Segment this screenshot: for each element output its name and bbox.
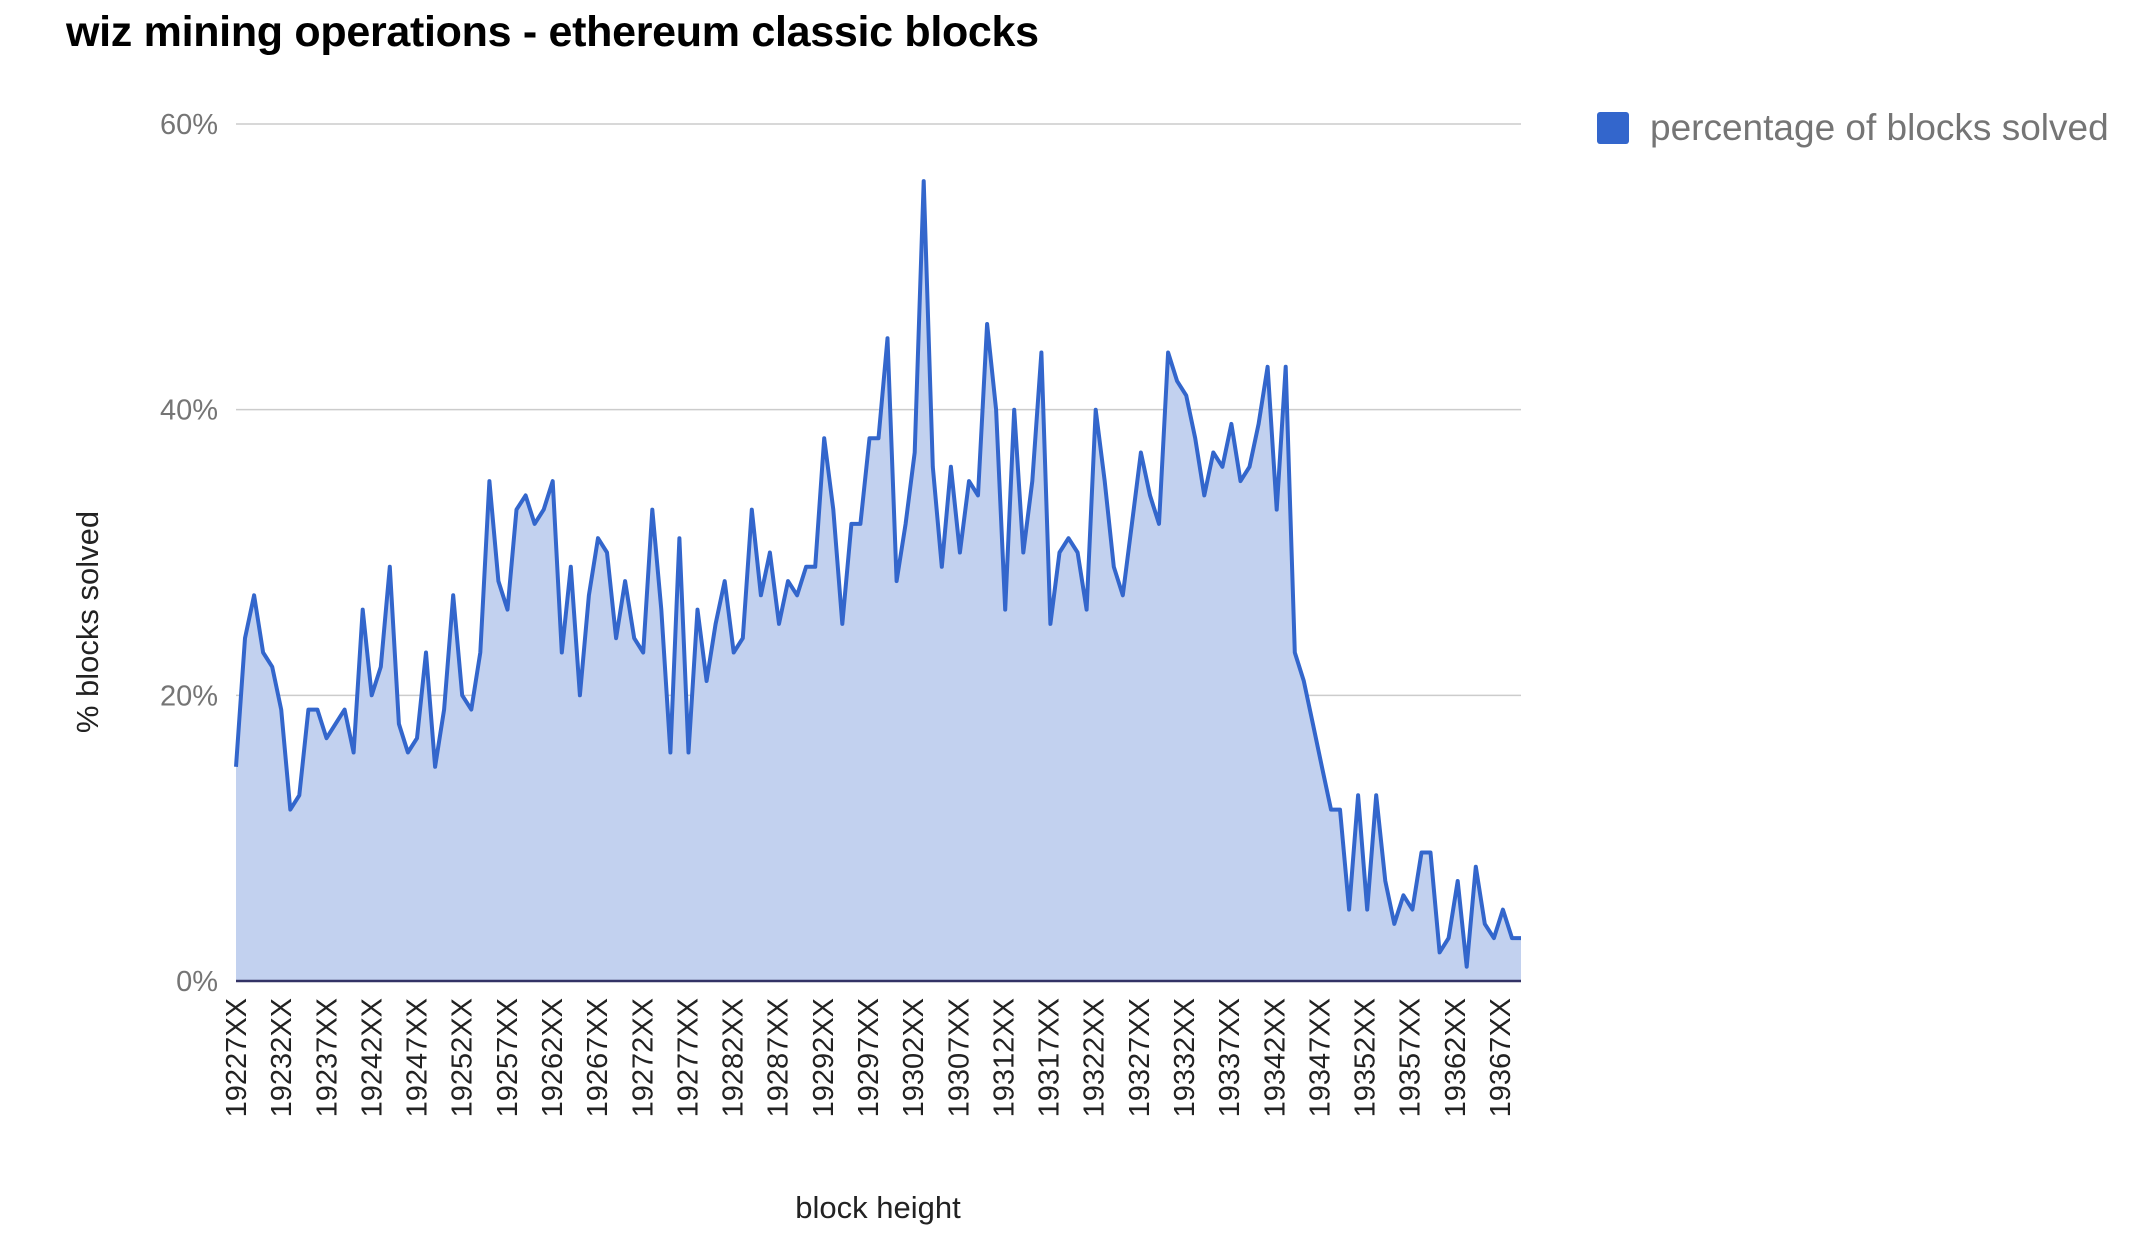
y-axis-ticks: 0% 20% 40% 60% — [160, 109, 218, 998]
x-tick-label: 19347XX — [1304, 998, 1336, 1117]
x-tick-label: 19332XX — [1169, 998, 1201, 1117]
x-tick-label: 19252XX — [447, 998, 479, 1117]
y-tick-label: 0% — [176, 966, 218, 998]
x-tick-label: 19337XX — [1214, 998, 1246, 1117]
x-tick-label: 19242XX — [356, 998, 388, 1117]
series-line — [234, 179, 1521, 969]
series-layer — [234, 179, 1521, 983]
x-tick-label: 19277XX — [672, 998, 704, 1117]
x-tick-label: 19282XX — [718, 998, 750, 1117]
x-tick-label: 19322XX — [1079, 998, 1111, 1117]
y-axis-label: % blocks solved — [70, 511, 105, 733]
x-tick-label: 19267XX — [582, 998, 614, 1117]
x-tick-label: 19342XX — [1259, 998, 1291, 1117]
x-tick-label: 19237XX — [311, 998, 343, 1117]
x-tick-label: 19307XX — [943, 998, 975, 1117]
x-tick-label: 19227XX — [221, 998, 253, 1117]
x-axis-label: block height — [795, 1190, 961, 1225]
x-tick-label: 19317XX — [1034, 998, 1066, 1117]
x-tick-label: 19357XX — [1395, 998, 1427, 1117]
x-tick-label: 19312XX — [988, 998, 1020, 1117]
legend-swatch — [1597, 112, 1629, 144]
x-tick-label: 19327XX — [1124, 998, 1156, 1117]
legend-label: percentage of blocks solved — [1650, 107, 2109, 148]
x-tick-label: 19232XX — [266, 998, 298, 1117]
x-tick-label: 19302XX — [898, 998, 930, 1117]
x-tick-label: 19352XX — [1350, 998, 1382, 1117]
y-tick-label: 20% — [160, 680, 218, 712]
x-tick-label: 19362XX — [1440, 998, 1472, 1117]
y-tick-label: 60% — [160, 109, 218, 141]
x-tick-label: 19287XX — [763, 998, 795, 1117]
x-tick-label: 19262XX — [537, 998, 569, 1117]
x-axis-ticks: 19227XX 19232XX 19237XX 19242XX 19247XX 19252… — [221, 998, 1517, 1117]
x-tick-label: 19367XX — [1485, 998, 1517, 1117]
legend: percentage of blocks solved — [1597, 107, 2109, 148]
series-area — [236, 181, 1521, 982]
chart-title: wiz mining operations - ethereum classic… — [66, 8, 1039, 56]
x-tick-label: 19297XX — [853, 998, 885, 1117]
x-tick-label: 19257XX — [492, 998, 524, 1117]
y-tick-label: 40% — [160, 395, 218, 427]
x-tick-label: 19247XX — [402, 998, 434, 1117]
x-tick-label: 19292XX — [808, 998, 840, 1117]
x-tick-label: 19272XX — [627, 998, 659, 1117]
